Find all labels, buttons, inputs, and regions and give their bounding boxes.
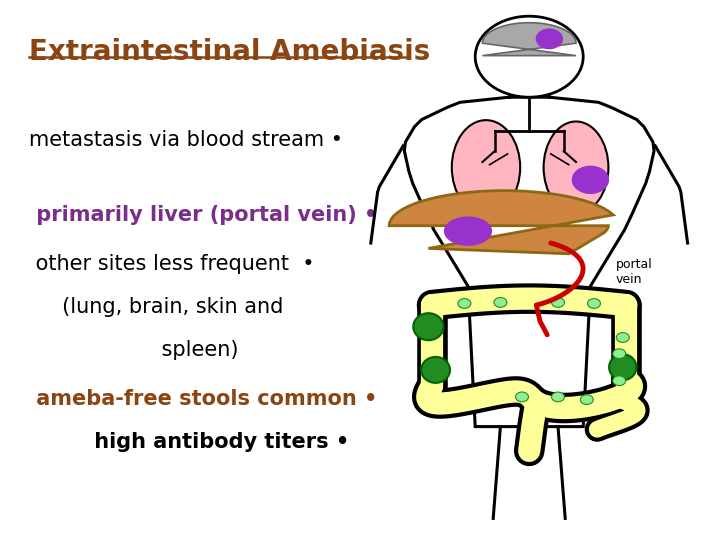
Text: other sites less frequent  •: other sites less frequent • (29, 254, 315, 274)
Text: primarily liver (portal vein) •: primarily liver (portal vein) • (29, 205, 377, 225)
Circle shape (475, 16, 583, 97)
Text: high antibody titers •: high antibody titers • (29, 432, 349, 452)
Polygon shape (482, 23, 576, 56)
Text: Extraintestinal Amebiasis: Extraintestinal Amebiasis (29, 38, 430, 66)
Circle shape (613, 376, 626, 386)
Polygon shape (405, 97, 654, 427)
Circle shape (494, 298, 507, 307)
Polygon shape (389, 191, 613, 254)
Ellipse shape (452, 120, 521, 215)
Circle shape (616, 333, 629, 342)
Circle shape (613, 349, 626, 359)
Circle shape (516, 392, 528, 402)
Ellipse shape (421, 357, 450, 383)
Text: portal
vein: portal vein (616, 258, 652, 286)
Circle shape (588, 299, 600, 308)
Text: (lung, brain, skin and: (lung, brain, skin and (29, 297, 283, 317)
Ellipse shape (609, 354, 636, 380)
Circle shape (536, 29, 562, 49)
Circle shape (580, 395, 593, 404)
Ellipse shape (544, 122, 608, 213)
Ellipse shape (445, 217, 491, 245)
Ellipse shape (413, 313, 444, 340)
Circle shape (552, 392, 564, 402)
Circle shape (458, 299, 471, 308)
Text: spleen): spleen) (29, 340, 238, 360)
Text: metastasis via blood stream •: metastasis via blood stream • (29, 130, 343, 150)
Circle shape (552, 298, 564, 307)
Circle shape (572, 166, 608, 193)
Text: ameba-free stools common •: ameba-free stools common • (29, 389, 377, 409)
